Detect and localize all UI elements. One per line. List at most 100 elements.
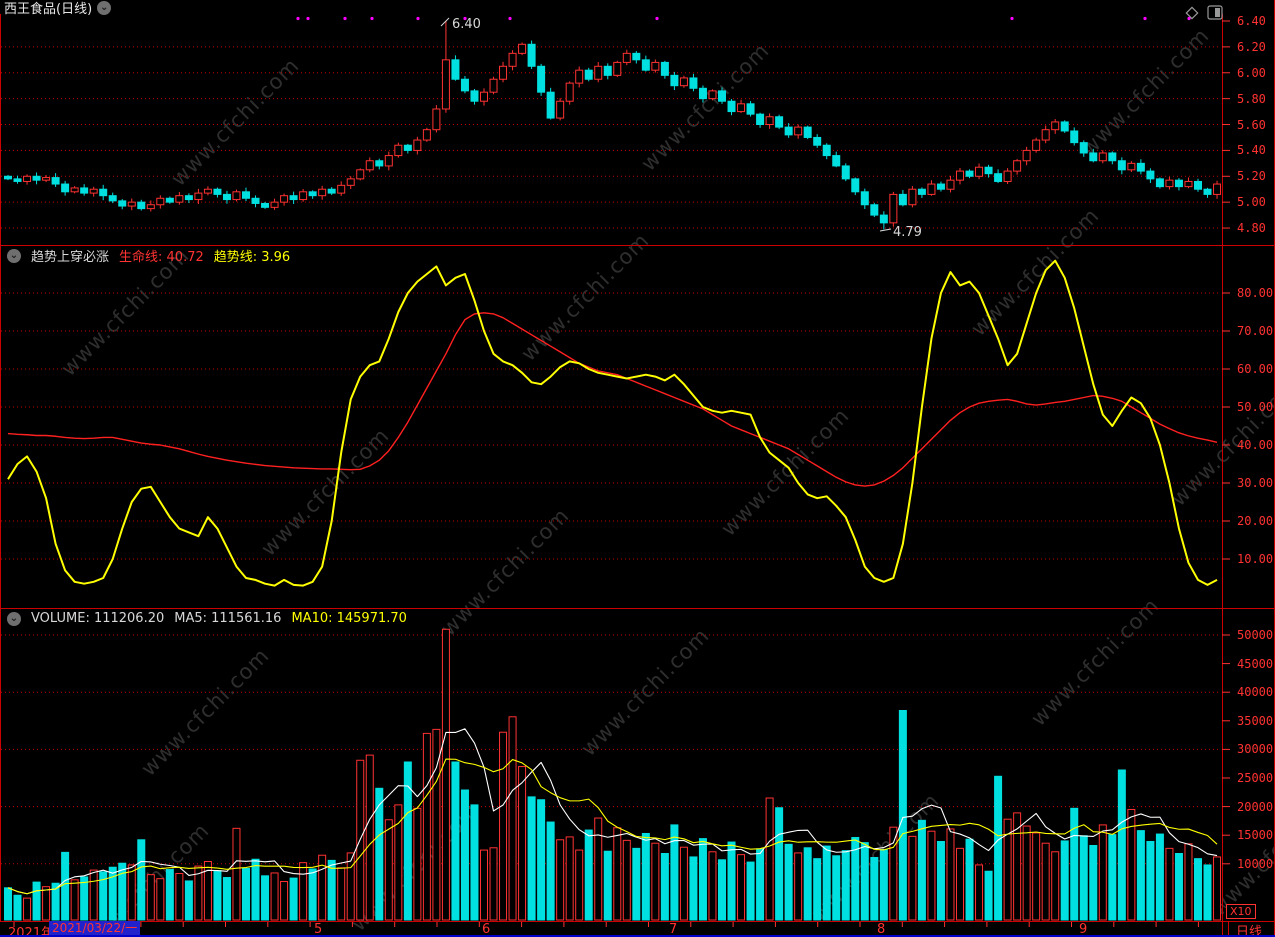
- candle-body: [727, 100, 736, 113]
- volume-bar: [1127, 808, 1136, 921]
- candle-body: [518, 43, 527, 54]
- volume-bar: [603, 850, 612, 921]
- candle-body: [841, 165, 850, 180]
- candle-body: [127, 201, 136, 207]
- candle-body: [280, 195, 289, 203]
- volume-bar: [584, 829, 593, 921]
- candle-body: [851, 178, 860, 193]
- axis-label: 30000: [1237, 742, 1274, 757]
- candle-body: [213, 188, 222, 195]
- year-label: 2021年: [8, 926, 55, 937]
- axis-label: 5.40: [1237, 143, 1266, 158]
- candle-body: [556, 100, 565, 119]
- volume-bar: [251, 858, 260, 921]
- ma10-value: MA10: 145971.70: [291, 611, 407, 626]
- candle-body: [403, 144, 412, 151]
- candle-body: [965, 170, 974, 177]
- candle-body: [575, 69, 584, 84]
- candle-body: [765, 116, 774, 126]
- low-annotation-label: 4.79: [893, 225, 922, 240]
- candle-body: [299, 191, 308, 201]
- volume-bar: [32, 881, 41, 921]
- volume-bar: [946, 828, 955, 921]
- candle-body: [375, 160, 384, 167]
- candle-body: [1003, 170, 1012, 182]
- volume-bar: [518, 766, 527, 921]
- axis-label: 80.00: [1237, 286, 1274, 300]
- candle-body: [1041, 129, 1050, 141]
- volume-bar: [622, 839, 631, 921]
- period-label[interactable]: 日线: [1236, 925, 1263, 937]
- diamond-icon[interactable]: [1183, 4, 1200, 21]
- chevron-down-icon[interactable]: ⌄: [97, 0, 112, 15]
- axis-label: 70.00: [1237, 324, 1274, 338]
- candle-body: [860, 191, 869, 206]
- signal-dot: [370, 16, 374, 21]
- volume-bar: [708, 851, 717, 921]
- candle-body: [80, 187, 89, 194]
- signal-dot: [463, 16, 467, 21]
- volume-bar: [480, 849, 488, 921]
- volume-bar: [146, 874, 155, 921]
- volume-bar: [575, 849, 584, 921]
- candle-body: [1022, 149, 1031, 162]
- candle-body: [184, 195, 193, 201]
- candle-body: [803, 126, 812, 138]
- axis-label: 35000: [1237, 713, 1274, 728]
- volume-bar: [660, 853, 669, 921]
- volume-bar: [184, 880, 193, 921]
- selected-date[interactable]: 2021/03/22/一: [49, 921, 141, 936]
- candle-body: [118, 200, 127, 207]
- candle-body: [889, 193, 898, 224]
- restore-window-icon[interactable]: [1206, 4, 1224, 21]
- candle-body: [451, 59, 460, 80]
- high-annotation-label: 6.40: [452, 17, 481, 32]
- volume-bar: [527, 796, 536, 921]
- month-label: 9: [1079, 922, 1088, 937]
- collapse-indicator-icon[interactable]: ⌄: [7, 248, 21, 263]
- volume-bar: [203, 861, 212, 921]
- candle-body: [460, 78, 469, 92]
- candle-body: [956, 170, 964, 181]
- candle-body: [1127, 162, 1136, 171]
- candle-body: [1032, 139, 1041, 151]
- candle-body: [1213, 183, 1222, 195]
- candle-body: [1165, 179, 1174, 188]
- volume-bar: [365, 754, 374, 921]
- volume-bar: [51, 882, 60, 921]
- volume-bar: [632, 847, 641, 921]
- axis-label: 30.00: [1237, 476, 1274, 490]
- collapse-volume-icon[interactable]: ⌄: [7, 611, 21, 626]
- candle-body: [508, 52, 517, 67]
- volume-bar: [1117, 769, 1126, 921]
- volume-bar: [175, 873, 184, 921]
- volume-bar: [813, 858, 822, 921]
- volume-bar: [1041, 842, 1050, 921]
- axis-label: 40.00: [1237, 438, 1274, 452]
- volume-bar: [1060, 840, 1069, 921]
- candle-body: [632, 52, 641, 61]
- trend-line-value: 趋势线: 3.96: [213, 250, 291, 265]
- axis-label: 20.00: [1237, 514, 1274, 528]
- signal-dot: [508, 16, 512, 21]
- candle-body: [527, 43, 536, 67]
- volume-bar: [727, 841, 736, 921]
- candle-body: [337, 184, 346, 194]
- ma5-value: MA5: 111561.16: [174, 611, 282, 626]
- candle-body: [679, 77, 688, 87]
- volume-bar: [1022, 825, 1031, 921]
- volume-bar: [860, 842, 869, 921]
- candle-body: [489, 78, 498, 93]
- candle-body: [794, 126, 803, 136]
- volume-multiplier-badge: X10: [1226, 904, 1256, 919]
- volume-bar: [1146, 840, 1155, 921]
- candle-body: [137, 201, 146, 210]
- candle-body: [61, 183, 70, 193]
- candle-body: [261, 202, 270, 208]
- candle-body: [470, 90, 479, 102]
- candle-body: [251, 197, 260, 204]
- candle-body: [146, 204, 155, 210]
- axis-label: 50000: [1237, 628, 1274, 642]
